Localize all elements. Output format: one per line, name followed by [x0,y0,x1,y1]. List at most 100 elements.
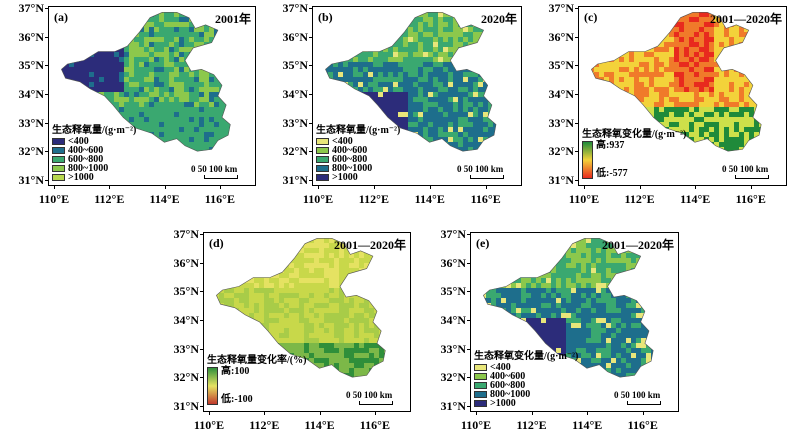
legend-label: 600~800 [490,379,526,391]
legend-label: 400~600 [490,370,526,382]
lat-tick-label: 31°N [173,399,199,413]
legend-swatch [52,147,65,154]
legend-label: 400~600 [332,144,368,156]
lat-tick [575,8,578,9]
lat-tick-label: 34°N [548,87,574,101]
lat-tick-label: 35°N [18,58,44,73]
lat-tick-label: 33°N [440,341,466,356]
lon-tick [374,412,376,415]
legend-swatch [52,156,65,163]
lat-tick [45,94,48,95]
map-panel-d: (d) 2001—2020年 37°N 36°N 35°N 34°N 33°N 32°N 31°… [155,226,415,437]
legend-label: >1000 [332,171,358,183]
province-map [61,12,231,152]
lat-tick [200,348,203,350]
lon-tick-label: 112°E [249,418,280,432]
legend-title: 生态释氧变化量/(g·m⁻²) [474,351,579,362]
legend-swatch [52,165,65,172]
lon-tick-label: 114°E [572,418,603,432]
legend-swatch [316,156,329,163]
panel-tag: (a) [54,10,68,24]
lat-tick [200,291,203,293]
panel-title: 2001—2020年 [333,238,406,252]
lon-tick-label: 110°E [193,418,225,432]
lon-tick [485,186,487,189]
lat-tick [45,151,48,153]
scale-label: 0 50 100 km [191,164,238,174]
lon-tick [209,412,210,415]
lon-tick [264,412,266,415]
lon-tick-label: 116°E [204,192,235,206]
legend-label: 800~1000 [490,388,531,400]
lat-tick [309,151,312,153]
map-legend: 生态释氧量变化率/(%) 高:100 低:-100 [207,356,306,405]
legend-label: 600~800 [68,153,104,165]
legend-swatch [474,391,487,398]
lat-tick [200,262,203,264]
lat-tick-label: 31°N [440,399,466,413]
map-frame [203,232,411,412]
legend-high-label: 高:937 [596,140,625,151]
province-map [325,12,497,152]
lat-tick-label: 36°N [440,255,466,270]
legend-item: >1000 [316,171,400,183]
province-map [483,238,654,378]
legend-item: 800~1000 [474,388,578,400]
lat-tick [309,94,312,95]
map-legend: 生态释氧量/(g·m⁻²) <400 400~600 600~800 800~1000 >… [52,126,136,182]
lat-tick-label: 34°N [173,313,199,327]
lon-tick-label: 110°E [460,418,492,432]
lat-tick-label: 31°N [282,173,308,187]
lon-tick-label: 114°E [304,418,335,432]
scale-label: 0 50 100 km [346,390,393,400]
legend-swatch [316,147,329,154]
scale-label: 0 50 100 km [457,164,504,174]
lat-tick-label: 35°N [440,284,466,299]
lat-tick [575,65,578,67]
legend-color-ramp [207,367,218,405]
lat-tick-label: 33°N [282,115,308,130]
lat-tick [467,406,470,407]
lat-tick [467,291,470,293]
province-map [216,238,386,378]
legend-title: 生态释氧变化量/(g·m⁻²) [582,129,687,140]
legend-title: 生态释氧量/(g·m⁻²) [52,125,137,136]
lat-tick-label: 31°N [548,173,574,187]
lon-tick-label: 112°E [624,192,655,206]
panel-tag: (c) [584,10,598,24]
lat-tick [45,36,48,38]
lat-tick-label: 35°N [282,58,308,73]
map-legend: 生态释氧变化量/(g·m⁻²) <400 400~600 600~800 800~100… [474,352,578,408]
lat-tick [575,180,578,181]
legend-item: 600~800 [474,379,578,391]
legend-label: 600~800 [332,153,368,165]
lon-tick-label: 116°E [735,192,766,206]
legend-label: 800~1000 [332,162,373,174]
lat-tick [309,36,312,38]
lat-tick [575,151,578,153]
map-panel-b: (b) 2020年 37°N 36°N 35°N 34°N 33°N 32°N 31°N 110°… [262,0,526,215]
lat-tick-label: 37°N [18,1,44,15]
scale-bar [627,401,661,405]
lat-tick [309,180,312,181]
legend-swatch [474,364,487,371]
lat-tick-label: 36°N [18,29,44,44]
lat-tick-label: 34°N [18,87,44,101]
lat-tick [467,262,470,264]
lon-tick-label: 110°E [38,192,70,206]
panel-title: 2001—2020年 [709,12,782,26]
lon-tick [373,186,375,189]
map-legend: 生态释氧量/(g·m⁻²) <400 400~600 600~800 800~1000 >… [316,126,400,182]
lat-tick [200,406,203,407]
lat-tick [45,65,48,67]
legend-title: 生态释氧量/(g·m⁻²) [316,125,401,136]
scale-label: 0 50 100 km [614,390,661,400]
lon-tick [584,186,585,189]
legend-swatch [52,174,65,181]
lat-tick-label: 37°N [173,227,199,241]
lon-tick [54,186,55,189]
lon-tick [531,412,533,415]
lat-tick-label: 37°N [282,1,308,15]
lat-tick-label: 32°N [173,370,199,385]
legend-label: 800~1000 [68,162,109,174]
